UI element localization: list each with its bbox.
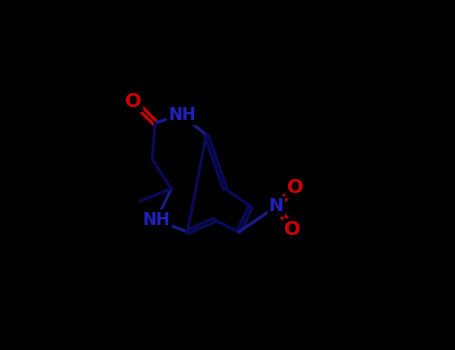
Text: O: O (284, 220, 301, 239)
Text: N: N (269, 197, 284, 215)
Text: NH: NH (168, 106, 196, 124)
Text: O: O (125, 92, 142, 111)
Text: NH: NH (142, 211, 170, 229)
Text: O: O (287, 178, 303, 197)
